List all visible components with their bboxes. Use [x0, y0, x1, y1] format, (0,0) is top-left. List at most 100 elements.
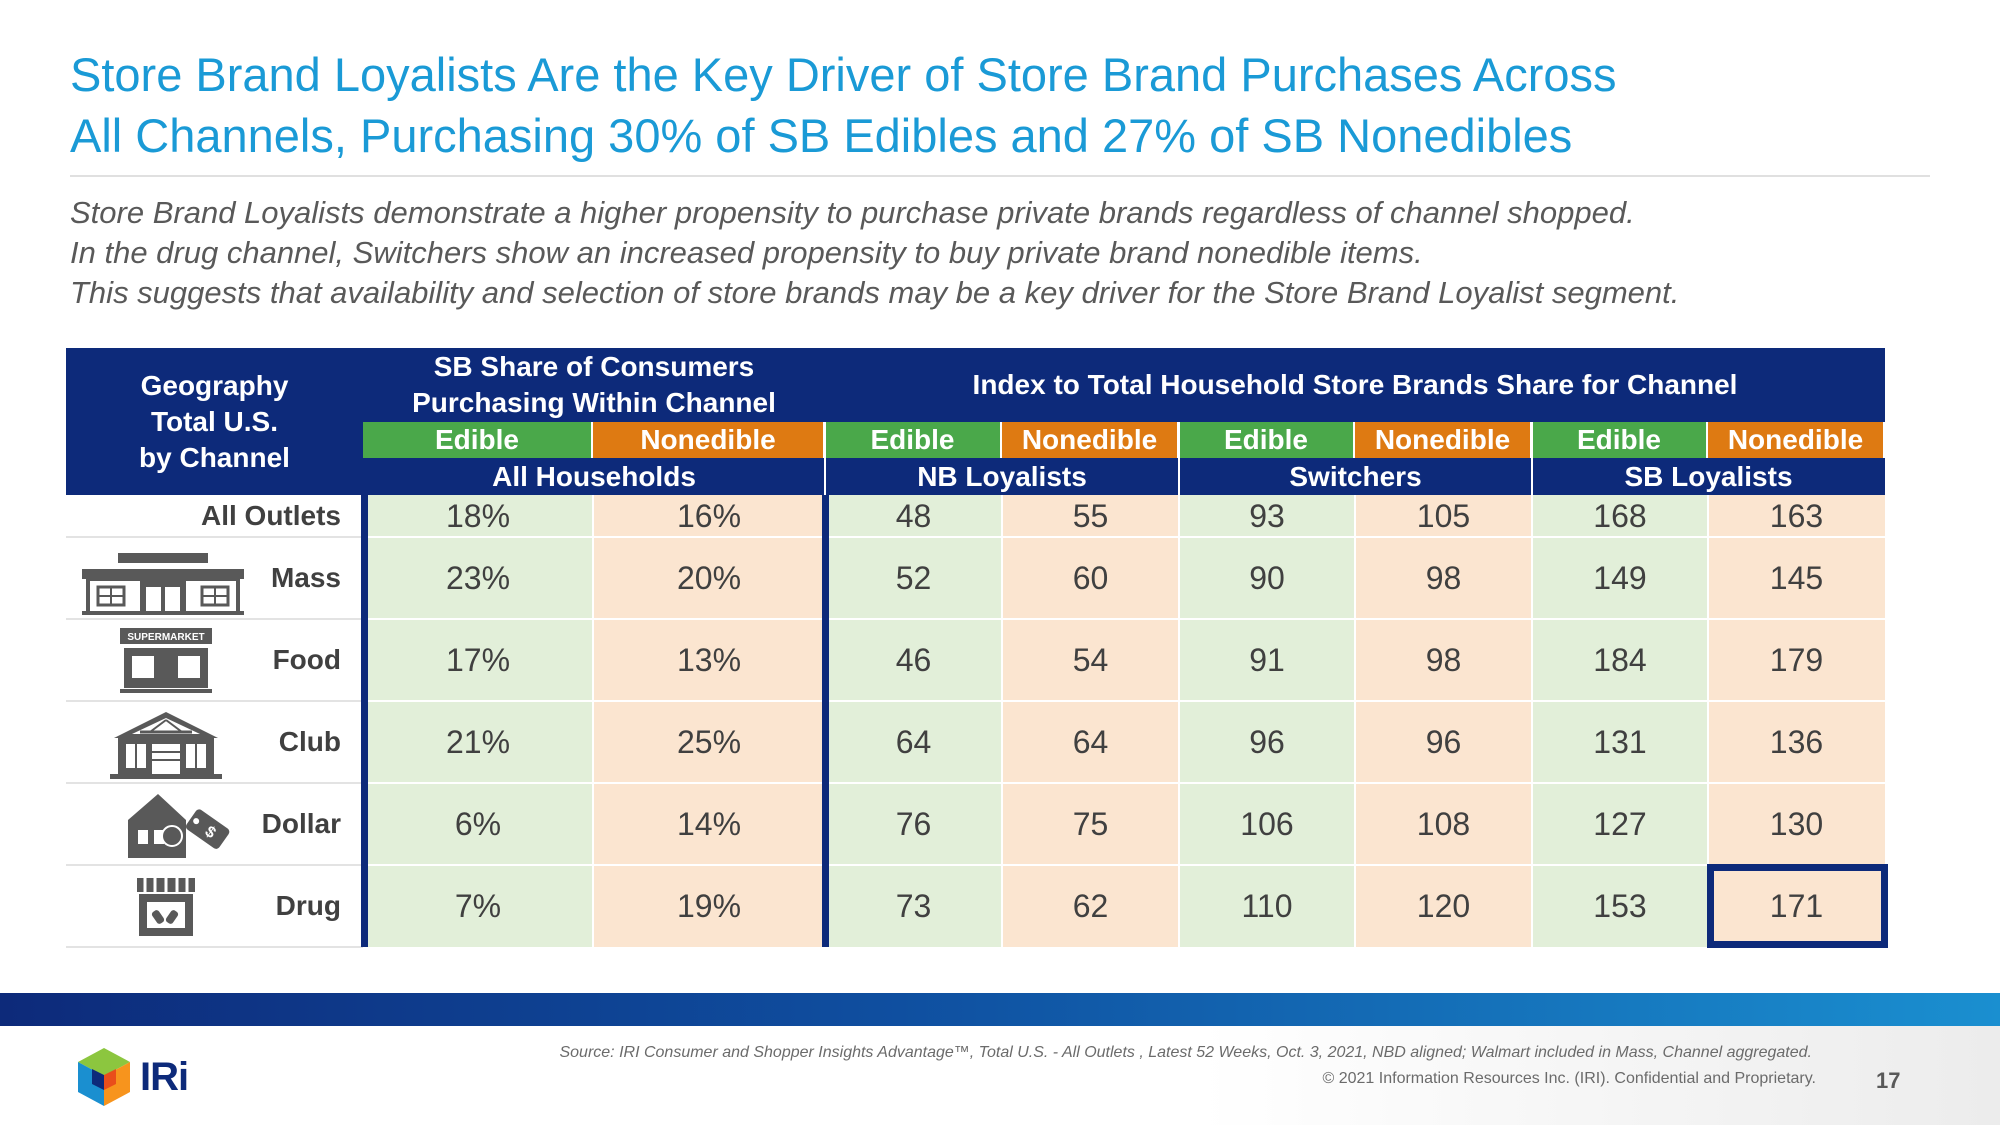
value-cell: 48 — [825, 495, 1002, 537]
subheader-edible: Edible — [1179, 422, 1353, 458]
header-geography-line-3: by Channel — [139, 441, 290, 473]
group-label-all-households: All Households — [363, 458, 825, 495]
value-cell: 98 — [1355, 619, 1532, 701]
row-label-all-outlets: All Outlets — [200, 500, 341, 531]
value-cell: 73 — [825, 865, 1002, 947]
header-geography: Geography Total U.S. by Channel — [66, 348, 363, 495]
value-cell: 46 — [825, 619, 1002, 701]
slide-title-line-1: Store Brand Loyalists Are the Key Driver… — [70, 48, 1617, 101]
table-vertical-bar-mid — [822, 495, 829, 947]
footer-background — [0, 1026, 2000, 1125]
drugstore-icon — [137, 878, 195, 936]
value-cell: 13% — [593, 619, 825, 701]
row-label-club: Club — [278, 726, 341, 757]
value-cell: 179 — [1708, 619, 1885, 701]
source-note: Source: IRI Consumer and Shopper Insight… — [559, 1044, 1812, 1061]
value-cell: 136 — [1708, 701, 1885, 783]
row-separator — [66, 864, 1886, 866]
value-cell: 131 — [1532, 701, 1708, 783]
value-cell: 55 — [1002, 495, 1179, 537]
value-cell: 127 — [1532, 783, 1708, 865]
iri-logo-text: IRi — [140, 1055, 189, 1099]
value-cell: 20% — [593, 537, 825, 619]
row-separator — [66, 782, 1886, 784]
dollar-store-icon: $ — [128, 794, 230, 858]
warehouse-club-icon — [110, 712, 222, 779]
subheader-nonedible: Nonedible — [1355, 422, 1530, 458]
value-cell: 21% — [363, 701, 593, 783]
footer-band — [0, 993, 2000, 1026]
mass-store-icon — [82, 553, 244, 615]
value-cell: 75 — [1002, 783, 1179, 865]
subheader-nonedible: Nonedible — [1708, 422, 1883, 458]
column-divider — [1001, 495, 1003, 947]
value-cell: 106 — [1179, 783, 1355, 865]
column-divider — [1178, 495, 1180, 947]
value-cell: 145 — [1708, 537, 1885, 619]
value-cell: 18% — [363, 495, 593, 537]
page-number: 17 — [1876, 1068, 1901, 1093]
value-cell: 19% — [593, 865, 825, 947]
row-label-separator — [66, 536, 363, 538]
value-cell: 64 — [1002, 701, 1179, 783]
header-divider — [1531, 422, 1533, 495]
row-label-separator — [66, 618, 363, 620]
value-cell: 96 — [1355, 701, 1532, 783]
slide-title-line-2: All Channels, Purchasing 30% of SB Edibl… — [70, 109, 1573, 162]
value-cell: 168 — [1532, 495, 1708, 537]
value-cell: 105 — [1355, 495, 1532, 537]
value-cell: 149 — [1532, 537, 1708, 619]
header-geography-line-2: Total U.S. — [150, 405, 279, 437]
row-label-food: Food — [272, 644, 341, 675]
column-divider — [1354, 495, 1356, 947]
value-cell: 108 — [1355, 783, 1532, 865]
column-divider — [592, 495, 594, 947]
header-index: Index to Total Household Store Brands Sh… — [825, 348, 1885, 422]
copyright-note: © 2021 Information Resources Inc. (IRI).… — [1322, 1070, 1817, 1087]
row-label-separator — [66, 946, 363, 948]
header-divider — [1178, 422, 1180, 495]
row-separator — [66, 536, 1886, 538]
value-cell: 17% — [363, 619, 593, 701]
column-divider — [1531, 495, 1533, 947]
group-label-sb-loyalists: SB Loyalists — [1532, 458, 1885, 495]
value-cell: 184 — [1532, 619, 1708, 701]
value-cell: 23% — [363, 537, 593, 619]
value-cell: 91 — [1179, 619, 1355, 701]
value-cell: 120 — [1355, 865, 1532, 947]
row-separator — [66, 700, 1886, 702]
value-cell: 110 — [1179, 865, 1355, 947]
column-divider — [1707, 495, 1709, 947]
row-label-separator — [66, 700, 363, 702]
row-label-separator — [66, 782, 363, 784]
value-cell: 7% — [363, 865, 593, 947]
subheader-edible: Edible — [825, 422, 1000, 458]
subheader-nonedible: Nonedible — [593, 422, 823, 458]
slide-title: Store Brand Loyalists Are the Key Driver… — [70, 44, 1930, 166]
value-cell: 16% — [593, 495, 825, 537]
value-cell: 52 — [825, 537, 1002, 619]
slide-subtitle: Store Brand Loyalists demonstrate a high… — [70, 193, 1950, 313]
value-cell: 62 — [1002, 865, 1179, 947]
value-cell: 60 — [1002, 537, 1179, 619]
subheader-nonedible: Nonedible — [1002, 422, 1177, 458]
subheader-edible: Edible — [363, 422, 591, 458]
supermarket-icon: SUPERMARKET — [120, 628, 212, 693]
subheader-edible: Edible — [1532, 422, 1706, 458]
subtitle-line-3: This suggests that availability and sele… — [70, 275, 1680, 310]
value-cell: 171 — [1708, 865, 1885, 947]
value-cell: 25% — [593, 701, 825, 783]
value-cell: 76 — [825, 783, 1002, 865]
header-sb-share-line-2: Purchasing Within Channel — [412, 387, 776, 418]
group-label-switchers: Switchers — [1179, 458, 1532, 495]
group-label-nb-loyalists: NB Loyalists — [825, 458, 1179, 495]
row-label-mass: Mass — [270, 562, 341, 593]
row-label-dollar: Dollar — [261, 808, 341, 839]
header-sb-share: SB Share of Consumers Purchasing Within … — [363, 348, 825, 422]
header-sb-share-line-1: SB Share of Consumers — [433, 351, 755, 382]
value-cell: 14% — [593, 783, 825, 865]
value-cell: 96 — [1179, 701, 1355, 783]
header-divider — [824, 422, 826, 495]
row-label-separator — [66, 864, 363, 866]
value-cell: 54 — [1002, 619, 1179, 701]
